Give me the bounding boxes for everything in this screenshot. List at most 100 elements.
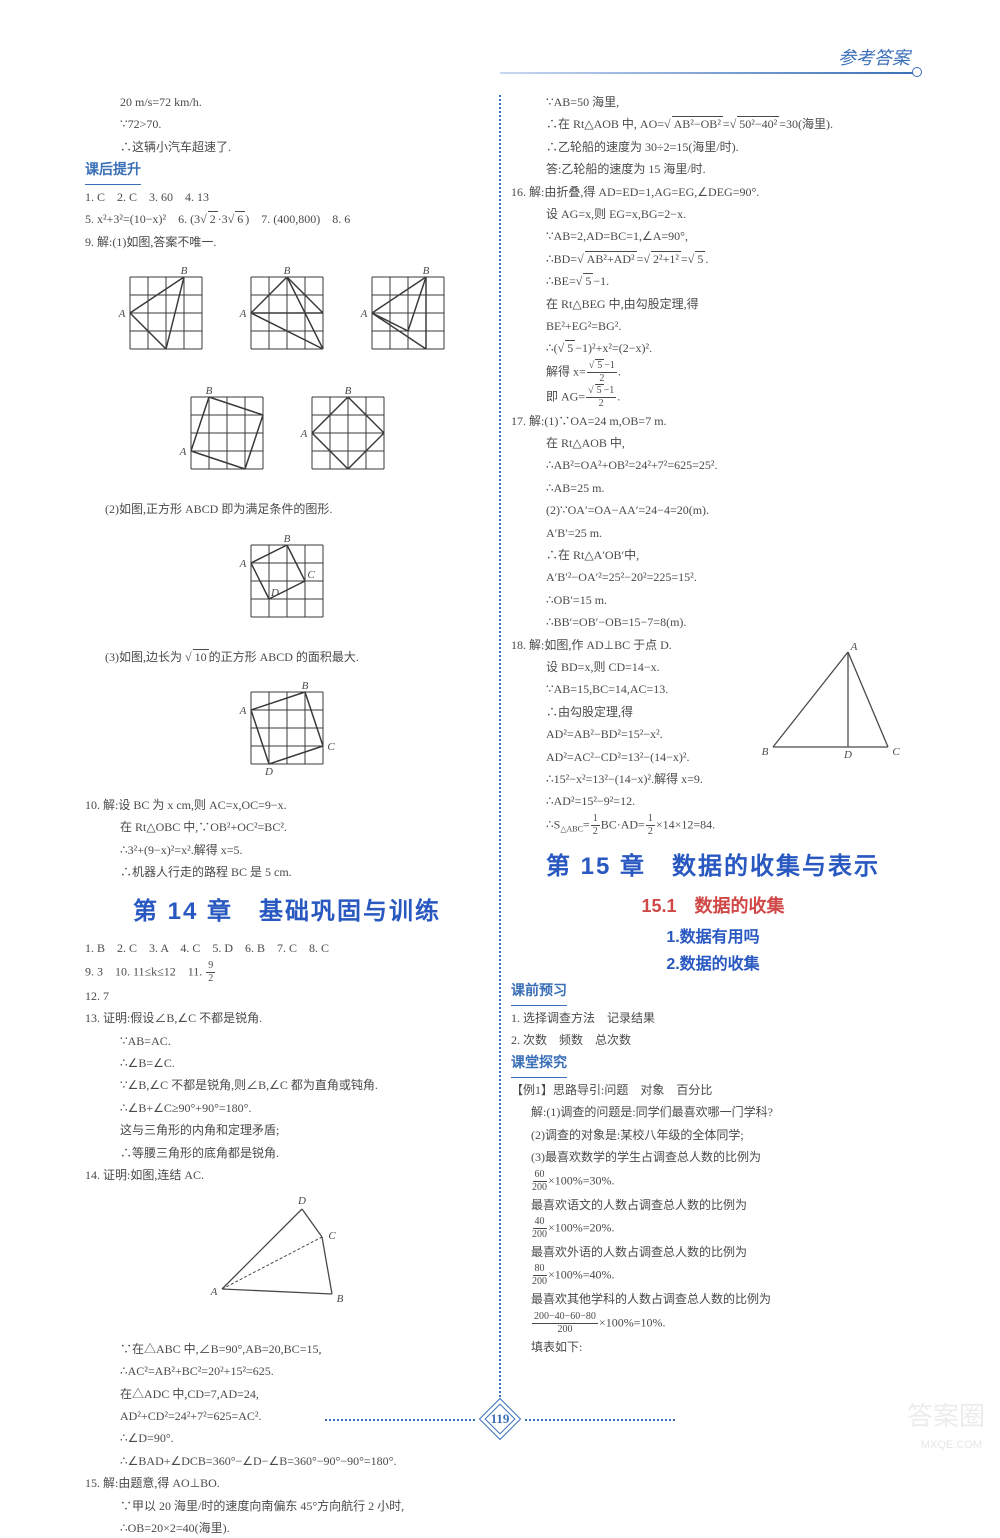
text-line: 80200×100%=40%.: [511, 1264, 915, 1287]
page-number-badge: 119: [478, 1397, 522, 1441]
text-line: 设 AG=x,则 EG=x,BG=2−x.: [511, 204, 915, 224]
text-line: ∵AB=2,AD=BC=1,∠A=90°,: [511, 226, 915, 246]
subsection-1-title: 1.数据有用吗: [511, 926, 915, 950]
svg-text:B: B: [762, 746, 769, 758]
svg-text:C: C: [327, 741, 335, 753]
text-line: ∴∠B+∠C≥90°+90°=180°.: [85, 1098, 489, 1118]
triangle-svg: A B C D: [761, 640, 905, 769]
text-line: 9. 3 10. 11≤k≤12 11. 92: [85, 961, 489, 984]
chapter-14-title: 第 14 章 基础巩固与训练: [85, 894, 489, 930]
svg-text:B: B: [337, 1293, 344, 1305]
text-line: ∴这辆小汽车超速了.: [85, 137, 489, 157]
text-line: ∴S△ABC=12BC·AD=12×14×12=84.: [511, 814, 915, 837]
text-line: ∵72>70.: [85, 114, 489, 134]
text-line: ∵AB=AC.: [85, 1031, 489, 1051]
section-header: 课前预习: [511, 980, 915, 1006]
svg-text:D: D: [843, 749, 852, 761]
left-column: 20 m/s=72 km/h. ∵72>70. ∴这辆小汽车超速了. 课后提升 …: [85, 90, 489, 1401]
text-line: 9. 解:(1)如图,答案不唯一.: [85, 232, 489, 252]
section-header: 课堂探究: [511, 1052, 915, 1078]
grid-figure-single-1: ABCD: [85, 528, 489, 640]
page-header-title: 参考答案: [838, 45, 910, 72]
text-line: 解:(1)调查的问题是:同学们最喜欢哪一门学科?: [511, 1102, 915, 1122]
text-line: 15. 解:由题意,得 AO⊥BO.: [85, 1473, 489, 1493]
quad-svg: ABCD: [208, 1195, 366, 1323]
grid-figure-single-2: A B C D: [85, 675, 489, 787]
text-line: ∴(√5−1)²+x²=(2−x)².: [511, 338, 915, 358]
text-line: ∵AB=50 海里,: [511, 92, 915, 112]
grid-svg: AB: [118, 265, 214, 361]
content-columns: 20 m/s=72 km/h. ∵72>70. ∴这辆小汽车超速了. 课后提升 …: [85, 90, 915, 1401]
svg-text:A: A: [850, 641, 858, 653]
text-line: 16. 解:由折叠,得 AD=ED=1,AG=EG,∠DEG=90°.: [511, 182, 915, 202]
text-line: 最喜欢语文的人数占调查总人数的比例为: [511, 1195, 915, 1215]
header-underline: [500, 72, 915, 74]
quadrilateral-figure: ABCD: [85, 1195, 489, 1329]
text-line: ∴AB²=OA²+OB²=24²+7²=625=25².: [511, 455, 915, 475]
svg-text:A: A: [118, 308, 126, 320]
grid-svg: A B C D: [239, 680, 335, 776]
svg-text:A: A: [179, 446, 187, 458]
svg-text:A: A: [300, 428, 308, 440]
text-line: ∴在 Rt△A′OB′中,: [511, 545, 915, 565]
svg-text:C: C: [892, 746, 900, 758]
text-line: 最喜欢其他学科的人数占调查总人数的比例为: [511, 1289, 915, 1309]
text-line: ∴∠BAD+∠DCB=360°−∠D−∠B=360°−90°−90°=180°.: [85, 1451, 489, 1471]
svg-text:C: C: [328, 1230, 336, 1242]
svg-text:B: B: [181, 265, 188, 277]
text-line: ∴AB=25 m.: [511, 478, 915, 498]
text-line: 即 AG=√5−12.: [511, 386, 915, 409]
grid-figure-row-1: ABABAB: [85, 260, 489, 372]
text-line: 60200×100%=30%.: [511, 1170, 915, 1193]
text-line: ∴在 Rt△AOB 中, AO=√AB²−OB²=√50²−40²=30(海里)…: [511, 114, 915, 134]
grid-svg: AB: [239, 265, 335, 361]
text-line: 答:乙轮船的速度为 15 海里/时.: [511, 159, 915, 179]
text-line: 1. C 2. C 3. 60 4. 13: [85, 187, 489, 207]
text-line: ∴OB=20×2=40(海里).: [85, 1518, 489, 1538]
text-line: 解得 x=√5−12.: [511, 361, 915, 384]
text-line: (3)最喜欢数学的学生占调查总人数的比例为: [511, 1147, 915, 1167]
text-line: AD²+CD²=24²+7²=625=AC².: [85, 1406, 489, 1426]
text-line: ∴∠D=90°.: [85, 1428, 489, 1448]
text-line: A′B′²−OA′²=25²−20²=225=15².: [511, 567, 915, 587]
text-line: ∴乙轮船的速度为 30÷2=15(海里/时).: [511, 137, 915, 157]
text-line: ∴3²+(9−x)²=x².解得 x=5.: [85, 840, 489, 860]
svg-text:B: B: [423, 265, 430, 277]
text-line: ∴BB′=OB′−OB=15−7=8(m).: [511, 612, 915, 632]
text-line: ∵∠B,∠C 不都是锐角,则∠B,∠C 都为直角或钝角.: [85, 1075, 489, 1095]
text-line: ∴机器人行走的路程 BC 是 5 cm.: [85, 862, 489, 882]
svg-text:B: B: [205, 385, 212, 397]
text-line: 5. x²+3²=(10−x)² 6. (3√2·3√6) 7. (400,80…: [85, 209, 489, 229]
svg-text:D: D: [264, 766, 273, 776]
text-line: ∴∠B=∠C.: [85, 1053, 489, 1073]
page-number: 119: [491, 1409, 510, 1429]
svg-text:D: D: [297, 1195, 306, 1207]
text-line: 这与三角形的内角和定理矛盾;: [85, 1120, 489, 1140]
text-line: ∴AC²=AB²+BC²=20²+15²=625.: [85, 1361, 489, 1381]
section-header: 课后提升: [85, 159, 489, 185]
svg-text:A: A: [360, 308, 368, 320]
svg-text:A: A: [239, 705, 247, 717]
text-line: 在 Rt△BEG 中,由勾股定理,得: [511, 294, 915, 314]
page-footer-dots-left: [325, 1419, 475, 1421]
text-line: 12. 7: [85, 986, 489, 1006]
text-line: 1. B 2. C 3. A 4. C 5. D 6. B 7. C 8. C: [85, 938, 489, 958]
svg-text:B: B: [284, 533, 291, 545]
right-column: ∵AB=50 海里, ∴在 Rt△AOB 中, AO=√AB²−OB²=√50²…: [511, 90, 915, 1401]
text-line: 在 Rt△OBC 中,∵OB²+OC²=BC².: [85, 817, 489, 837]
header-dot: [912, 67, 922, 77]
text-line: ∴OB′=15 m.: [511, 590, 915, 610]
svg-text:C: C: [307, 569, 315, 581]
text-line: ∴AD²=15²−9²=12.: [511, 791, 915, 811]
triangle-figure: A B C D: [761, 640, 905, 775]
svg-text:D: D: [270, 587, 279, 599]
text-line: 14. 证明:如图,连结 AC.: [85, 1165, 489, 1185]
watermark-logo: 答案圈: [907, 1397, 985, 1436]
text-line: ∴BE=√5−1.: [511, 271, 915, 291]
svg-text:B: B: [344, 385, 351, 397]
grid-figure-row-2: A B A B: [85, 380, 489, 492]
text-line: 2. 次数 频数 总次数: [511, 1030, 915, 1050]
text-line: 在 Rt△AOB 中,: [511, 433, 915, 453]
page-footer-dots-right: [525, 1419, 675, 1421]
svg-text:B: B: [302, 680, 309, 692]
